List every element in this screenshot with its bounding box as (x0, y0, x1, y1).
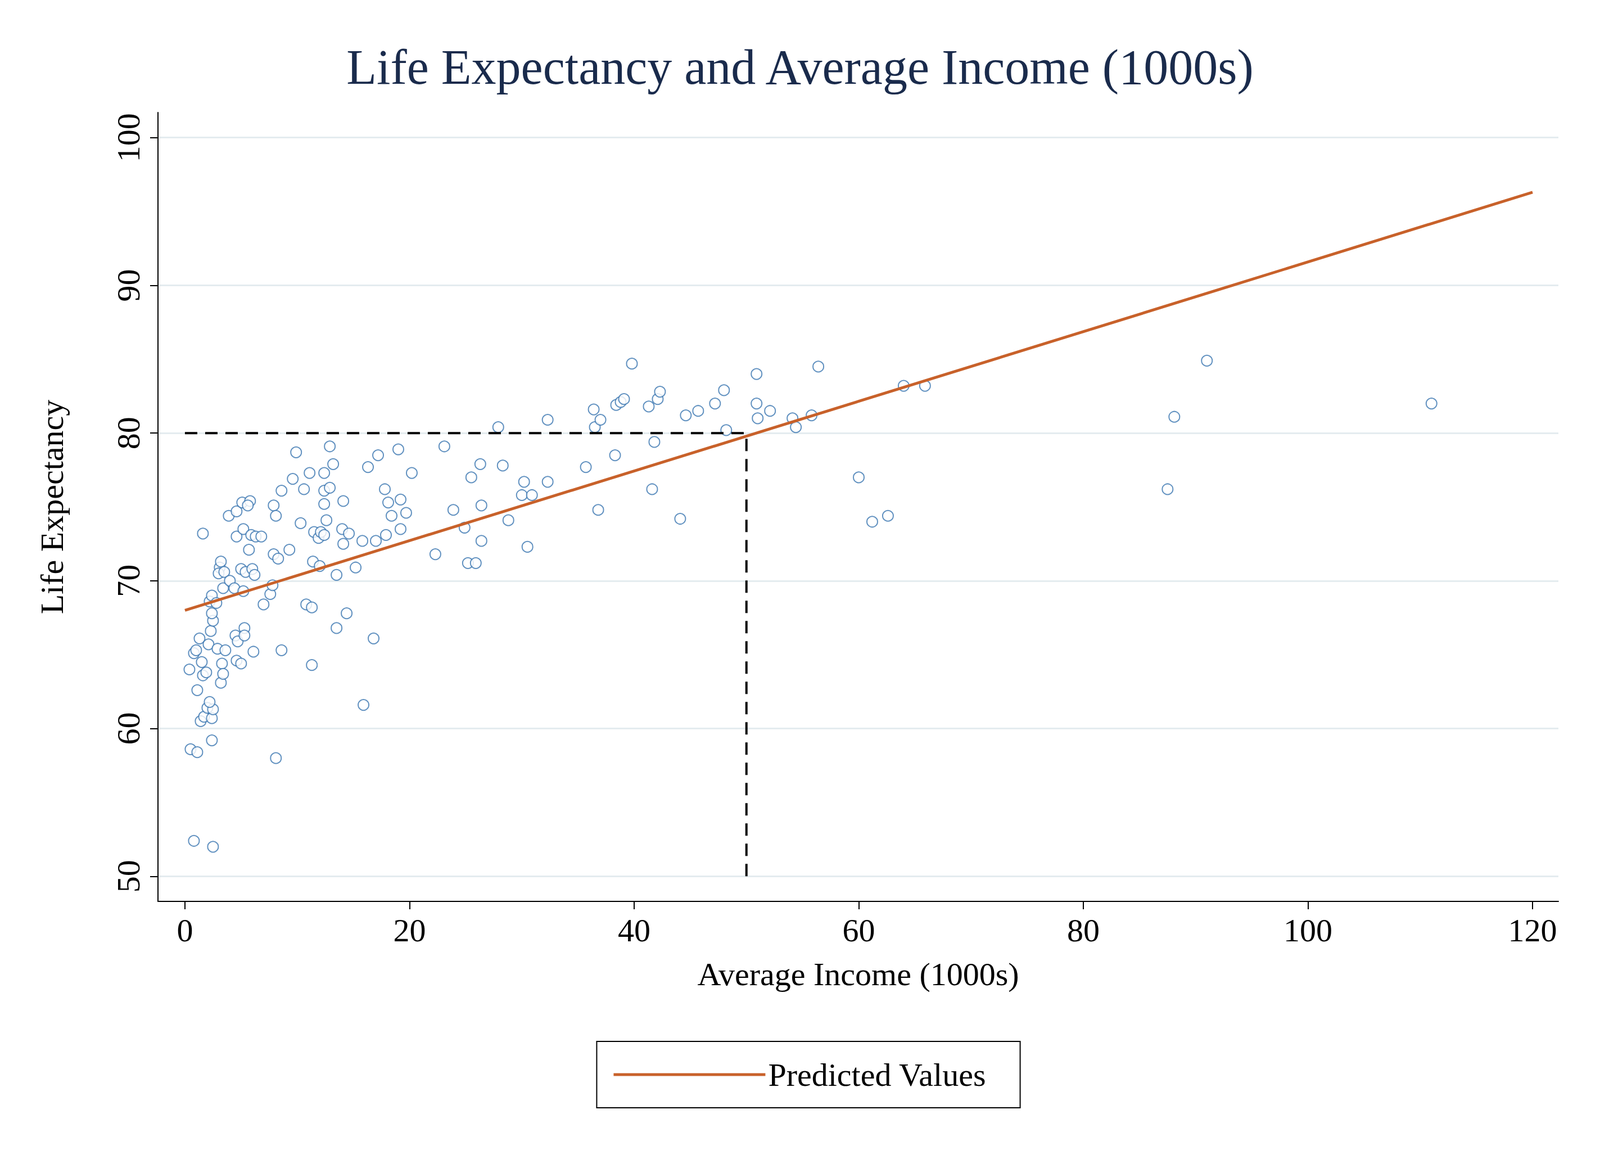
svg-text:20: 20 (392, 911, 426, 949)
svg-text:Life Expectancy: Life Expectancy (33, 399, 71, 615)
svg-text:60: 60 (842, 911, 875, 949)
svg-text:Life Expectancy and Average In: Life Expectancy and Average Income (1000… (346, 39, 1254, 95)
svg-text:0: 0 (176, 911, 193, 949)
svg-text:120: 120 (1508, 911, 1558, 949)
svg-text:70: 70 (110, 564, 147, 598)
svg-text:Predicted Values: Predicted Values (767, 1056, 986, 1093)
svg-text:100: 100 (110, 113, 147, 162)
svg-text:100: 100 (1283, 911, 1333, 949)
svg-text:60: 60 (110, 712, 147, 745)
svg-text:Average Income (1000s): Average Income (1000s) (697, 955, 1019, 993)
svg-text:80: 80 (1067, 911, 1100, 949)
svg-text:80: 80 (110, 416, 147, 450)
svg-text:50: 50 (110, 859, 147, 893)
svg-text:40: 40 (617, 911, 651, 949)
svg-text:90: 90 (110, 268, 147, 302)
